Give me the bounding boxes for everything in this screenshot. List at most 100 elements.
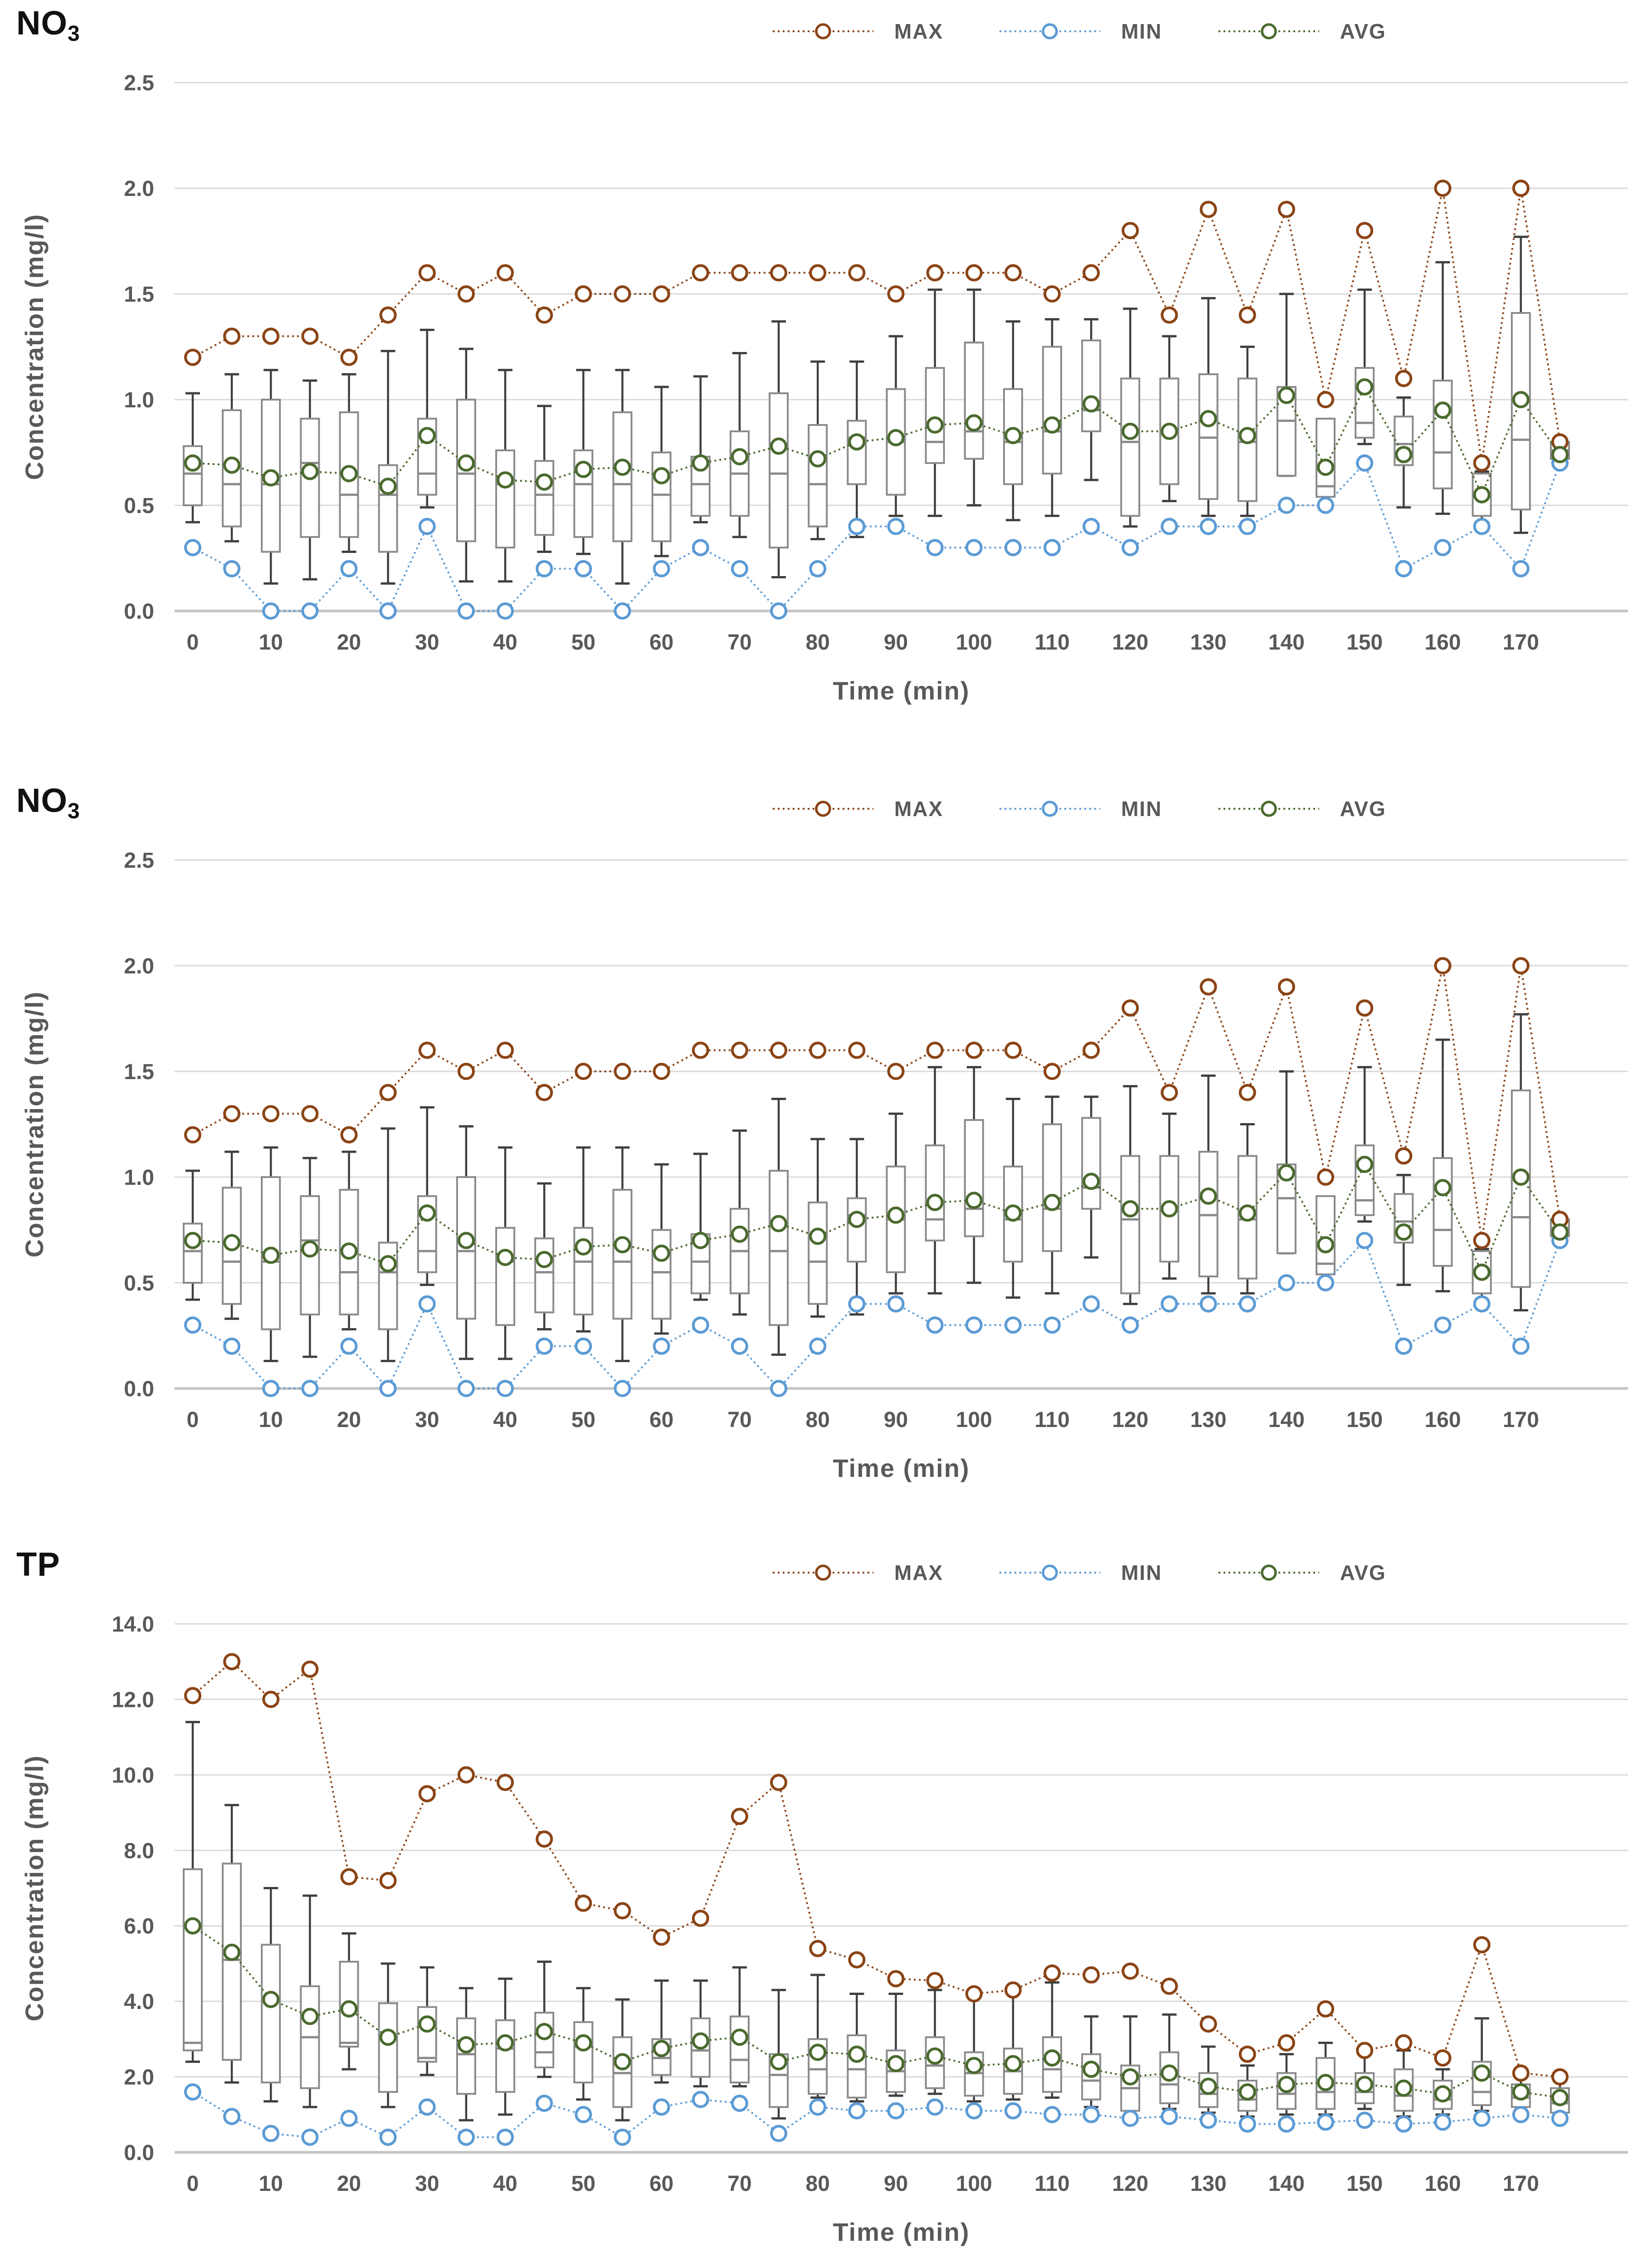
box [612, 1188, 633, 1320]
box-plot [1003, 1989, 1023, 2101]
min-point [379, 602, 397, 620]
y-tick-label: 10.0 [112, 1764, 154, 1788]
y-axis-title: Concentration (mg/l) [20, 214, 49, 480]
max-point [379, 1084, 397, 1101]
box-plot [1159, 1112, 1180, 1280]
y-tick-label: 2.0 [124, 2066, 154, 2090]
no3-box-plot-canvas-2: 0.0 0.5 1.0 1.5 2.0 2.5 Concentration (mg/l) 0 1… [20, 849, 1628, 1482]
box [573, 2021, 594, 2084]
min-point [301, 1380, 319, 1397]
box [378, 1242, 398, 1330]
min-point [223, 560, 241, 577]
max-point [653, 1928, 670, 1946]
box-plot [1042, 318, 1063, 517]
avg-point [1121, 422, 1139, 440]
avg-point [1512, 2083, 1530, 2101]
min-point [1199, 1295, 1217, 1313]
box [1120, 377, 1141, 517]
y-tick-label: 0.0 [124, 600, 154, 624]
min-point [770, 602, 788, 620]
box [1081, 1117, 1102, 1210]
min-point [1199, 2112, 1217, 2129]
legend-item-min: MIN [998, 797, 1162, 821]
chart-title: TP [16, 1545, 60, 1588]
box [378, 2002, 398, 2093]
box [925, 1144, 945, 1242]
avg-point [223, 1234, 241, 1251]
avg-point [223, 1943, 241, 1961]
legend-label-avg: AVG [1340, 797, 1386, 821]
avg-point [809, 2043, 827, 2061]
box [261, 1944, 281, 2084]
avg-point [340, 1242, 358, 1260]
box-plot [534, 1182, 555, 1331]
min-point [887, 518, 905, 535]
box-plot [1511, 235, 1531, 534]
max-point [1473, 1232, 1491, 1249]
min-point [692, 539, 709, 557]
max-point [262, 1691, 280, 1708]
avg-point [1551, 446, 1569, 464]
max-point [1238, 306, 1256, 324]
x-tick-label: 50 [571, 631, 595, 655]
box [925, 367, 945, 464]
min-point [1473, 1295, 1491, 1313]
max-point [1473, 454, 1491, 472]
avg-point [418, 1204, 436, 1222]
min-point [184, 539, 201, 557]
avg-point [1238, 1204, 1256, 1222]
x-tick-label: 40 [493, 631, 517, 655]
avg-point [926, 1193, 944, 1211]
min-point [770, 2125, 788, 2142]
box-plot [456, 1987, 476, 2121]
chart-header: TP MAX MIN AVG [0, 1545, 1628, 1592]
x-tick-label: 10 [259, 631, 283, 655]
min-point [1238, 2115, 1256, 2133]
max-point [653, 285, 670, 303]
legend: MAX MIN AVG [771, 1560, 1386, 1585]
box-plot [1003, 1098, 1023, 1299]
box [1511, 1089, 1531, 1288]
min-point [614, 602, 631, 620]
x-tick-label: 0 [187, 1408, 199, 1432]
avg-point [1317, 459, 1335, 476]
max-point [965, 264, 983, 282]
max-marker-icon [773, 1564, 873, 1581]
min-point [1043, 1316, 1061, 1334]
min-point [1473, 2110, 1491, 2127]
avg-point [887, 429, 905, 446]
min-point [223, 1337, 241, 1355]
box [183, 1868, 203, 2052]
box-plot [378, 1127, 398, 1362]
avg-point [536, 2023, 553, 2040]
x-axis-title: Time (min) [833, 2218, 970, 2246]
box [769, 392, 789, 549]
min-point [1043, 539, 1061, 557]
min-point [653, 2098, 670, 2116]
box [1316, 1195, 1336, 1276]
avg-marker-icon [1218, 801, 1319, 817]
avg-point [379, 1255, 397, 1273]
box-plot [808, 1138, 828, 1318]
chart-title-subscript: 3 [68, 799, 80, 823]
min-point [457, 602, 475, 620]
max-point [1160, 306, 1178, 324]
max-point [1512, 957, 1530, 974]
avg-point [1317, 2074, 1335, 2092]
box-plot [729, 1129, 750, 1316]
box [534, 1237, 555, 1314]
min-point [536, 1337, 553, 1355]
min-point [575, 560, 592, 577]
min-point [418, 2098, 436, 2116]
max-marker-icon [773, 23, 873, 39]
x-tick-label: 100 [956, 1408, 992, 1432]
avg-marker-icon [1218, 23, 1319, 39]
avg-point [809, 1227, 827, 1245]
y-tick-label: 8.0 [124, 1839, 154, 1863]
x-tick-label: 60 [649, 2172, 673, 2196]
max-point [926, 1041, 944, 1059]
avg-point [1160, 1200, 1178, 1217]
box-plot [183, 1721, 203, 2063]
x-tick-label: 110 [1034, 2172, 1069, 2196]
max-point [536, 1830, 553, 1848]
